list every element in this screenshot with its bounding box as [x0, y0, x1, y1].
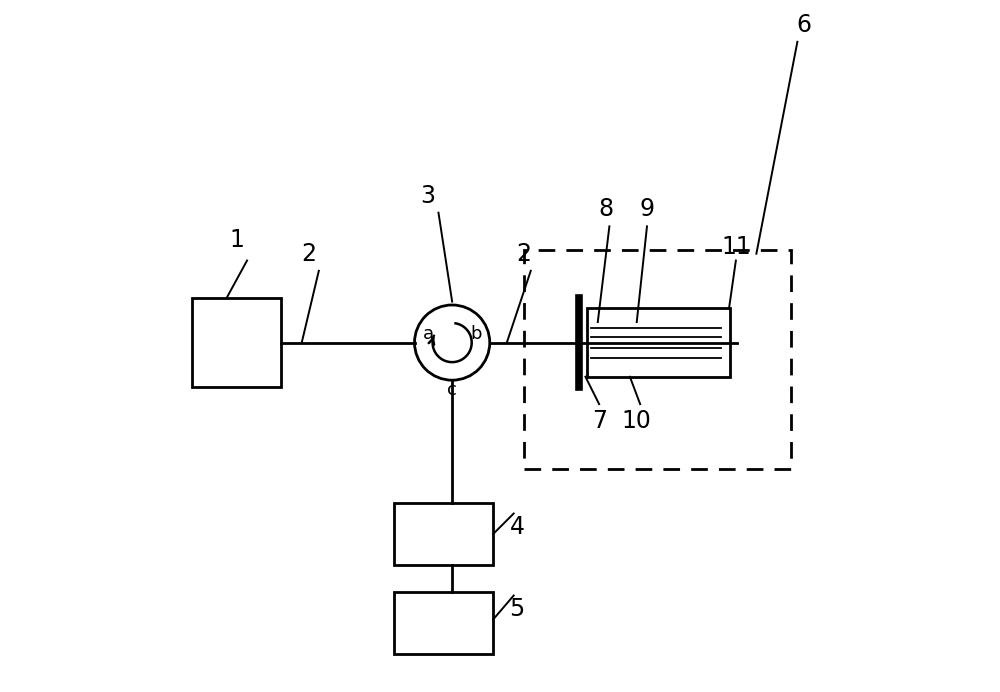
- Text: 6: 6: [797, 12, 812, 37]
- Text: 8: 8: [598, 197, 614, 221]
- Text: 1: 1: [229, 228, 244, 252]
- Text: 10: 10: [622, 409, 652, 433]
- Text: 2: 2: [301, 242, 316, 266]
- Text: 4: 4: [510, 515, 525, 539]
- Text: a: a: [423, 325, 434, 343]
- Text: 9: 9: [639, 197, 654, 221]
- Bar: [587, 309, 730, 376]
- Text: 3: 3: [421, 183, 436, 208]
- Bar: [394, 592, 493, 654]
- Text: 5: 5: [509, 597, 525, 621]
- Bar: [192, 298, 281, 387]
- Text: 7: 7: [592, 409, 607, 433]
- Bar: [394, 503, 493, 565]
- Text: c: c: [447, 381, 457, 399]
- Text: b: b: [470, 325, 482, 343]
- Text: 2: 2: [516, 242, 531, 266]
- Text: 11: 11: [721, 235, 751, 259]
- Bar: [524, 251, 791, 469]
